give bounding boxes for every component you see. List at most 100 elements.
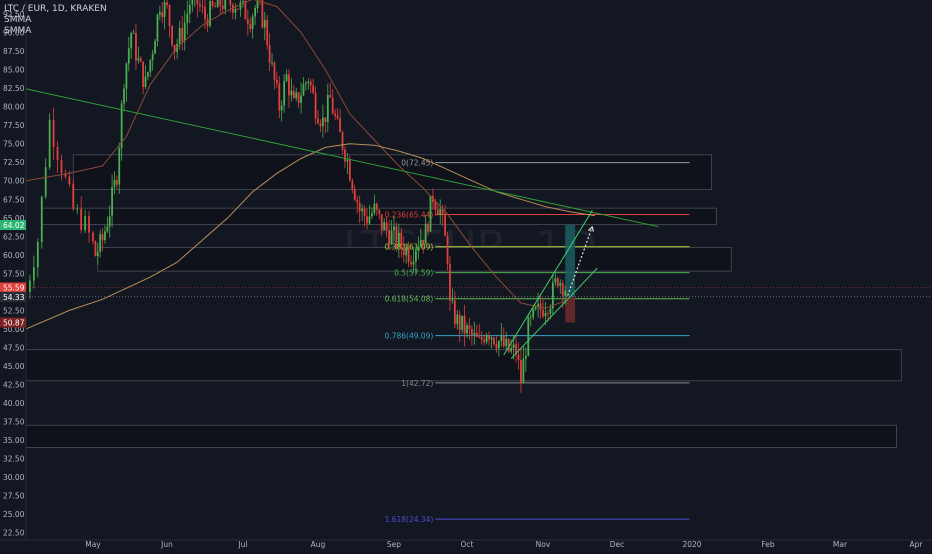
candle-body bbox=[395, 226, 398, 247]
candle-body bbox=[288, 74, 290, 96]
candle-body bbox=[94, 241, 97, 257]
supply-demand-zone bbox=[25, 349, 902, 382]
candle-body bbox=[123, 88, 125, 104]
candle-body bbox=[266, 19, 269, 46]
ascending-channel-line bbox=[503, 210, 593, 356]
x-tick-label: Jul bbox=[237, 540, 247, 549]
symbol-title[interactable]: LTC / EUR, 1D, KRAKEN bbox=[4, 4, 107, 14]
candle-body bbox=[410, 262, 412, 265]
candle-body bbox=[490, 337, 493, 340]
fib-level-label: 1(42.72) bbox=[401, 379, 433, 388]
candle-body bbox=[451, 300, 454, 302]
price-badge-label: 55.59 bbox=[3, 284, 25, 293]
candle-body bbox=[132, 33, 135, 34]
candle-body bbox=[537, 303, 539, 307]
y-tick-label: 45.00 bbox=[3, 362, 25, 371]
fib-level-label: 0.5(57.59) bbox=[394, 269, 433, 278]
y-tick-label: 52.50 bbox=[3, 306, 25, 315]
candle-body bbox=[326, 94, 329, 122]
candle-body bbox=[483, 339, 486, 343]
candle-body bbox=[285, 74, 288, 82]
candle-body bbox=[456, 314, 459, 325]
smma-indicator-label-1[interactable]: SMMA bbox=[4, 15, 32, 25]
candle-body bbox=[524, 355, 527, 359]
y-tick-label: 75.00 bbox=[3, 140, 25, 149]
candle-body bbox=[221, 5, 224, 10]
long-position-target bbox=[565, 225, 576, 297]
candle-body bbox=[92, 232, 94, 242]
candle-body bbox=[130, 33, 133, 49]
smma-indicator-label-2[interactable]: SMMA bbox=[4, 26, 32, 36]
candle-body bbox=[385, 222, 388, 231]
candle-body bbox=[495, 343, 498, 349]
candle-body bbox=[522, 358, 525, 384]
y-tick-label: 82.50 bbox=[3, 84, 25, 93]
y-tick-label: 40.00 bbox=[3, 399, 25, 408]
candle-body bbox=[515, 344, 517, 355]
candle-body bbox=[101, 234, 104, 241]
price-badge bbox=[0, 317, 26, 328]
price-badge-label: 64.02 bbox=[3, 221, 25, 230]
candle-body bbox=[424, 223, 427, 244]
candle-body bbox=[380, 214, 383, 231]
candle-body bbox=[358, 202, 361, 212]
candle-body bbox=[366, 216, 368, 224]
y-tick-label: 25.00 bbox=[3, 510, 25, 519]
candle-body bbox=[346, 160, 349, 162]
candle-body bbox=[156, 14, 159, 42]
descending-trendline bbox=[25, 88, 659, 228]
candle-body bbox=[383, 222, 386, 231]
candle-body bbox=[237, 8, 239, 10]
candle-body bbox=[142, 61, 145, 87]
candle-body bbox=[111, 186, 113, 216]
candle-body bbox=[249, 24, 252, 29]
candle-body bbox=[191, 0, 194, 5]
candle-body bbox=[234, 8, 237, 13]
y-tick-label: 32.50 bbox=[3, 455, 25, 464]
candle-body bbox=[68, 176, 71, 185]
candle-body bbox=[542, 309, 544, 317]
candle-body bbox=[419, 239, 422, 247]
candle-body bbox=[334, 113, 337, 116]
price-badge-label: 50.87 bbox=[3, 318, 25, 327]
candle-body bbox=[317, 118, 319, 124]
candle-body bbox=[88, 216, 90, 233]
candle-body bbox=[64, 173, 67, 177]
candle-body bbox=[371, 212, 373, 217]
candle-body bbox=[307, 81, 310, 83]
candle-body bbox=[363, 208, 366, 217]
y-tick-label: 42.50 bbox=[3, 381, 25, 390]
fib-level-label: 0.382(61.09) bbox=[385, 243, 434, 252]
candle-body bbox=[458, 314, 461, 330]
candle-body bbox=[149, 59, 152, 73]
candle-body bbox=[314, 92, 317, 119]
y-tick-label: 77.50 bbox=[3, 121, 25, 130]
x-tick-label: Oct bbox=[461, 540, 474, 549]
candle-body bbox=[393, 226, 395, 231]
candle-body bbox=[231, 4, 234, 13]
candle-body bbox=[108, 215, 111, 227]
candle-body bbox=[137, 58, 140, 61]
candle-body bbox=[554, 278, 557, 283]
candle-body bbox=[261, 0, 264, 28]
candle-body bbox=[72, 184, 75, 210]
candle-body bbox=[559, 282, 562, 286]
candle-body bbox=[461, 315, 464, 330]
candle-body bbox=[209, 1, 211, 26]
candle-body bbox=[534, 306, 537, 310]
candle-body bbox=[507, 338, 510, 352]
candle-body bbox=[104, 231, 106, 241]
candle-body bbox=[375, 203, 378, 210]
candle-body bbox=[339, 118, 341, 132]
x-tick-label: Sep bbox=[387, 540, 401, 549]
candle-body bbox=[351, 180, 354, 190]
candle-body bbox=[500, 335, 503, 342]
candle-body bbox=[297, 92, 300, 103]
y-tick-label: 22.50 bbox=[3, 529, 25, 538]
candle-body bbox=[268, 45, 271, 63]
candle-body bbox=[275, 79, 278, 84]
candle-body bbox=[471, 329, 473, 335]
y-tick-label: 67.50 bbox=[3, 195, 25, 204]
